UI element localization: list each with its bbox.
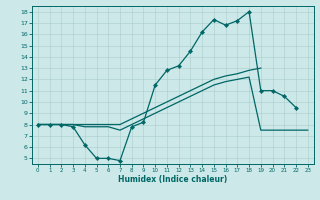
X-axis label: Humidex (Indice chaleur): Humidex (Indice chaleur) (118, 175, 228, 184)
